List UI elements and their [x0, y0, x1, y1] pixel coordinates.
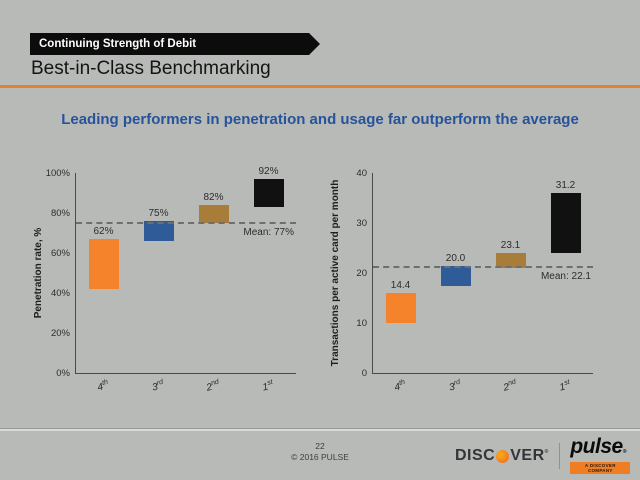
y-tick-label: 30: [356, 218, 367, 229]
bar-value-label: 14.4: [390, 280, 411, 291]
title-divider: [0, 85, 640, 88]
y-tick-label: 60%: [50, 248, 70, 259]
x-tick-label: 1st: [260, 378, 274, 394]
registered-mark: ®: [544, 449, 549, 455]
bar-value-label: 20.0: [445, 252, 466, 264]
x-tick-label: 2nd: [501, 378, 517, 394]
range-bar: [495, 253, 526, 268]
range-bar: [198, 205, 229, 223]
penetration-chart: Penetration rate, % 62% 75% 82% 92% Mean: 77…: [30, 158, 330, 408]
range-bar: [550, 193, 581, 253]
x-tick-label: 4th: [95, 378, 109, 394]
discover-logo-text-left: DISC: [455, 447, 496, 464]
copyright-notice: © 2016 PULSE: [291, 452, 349, 462]
y-tick-label: 100%: [45, 168, 70, 179]
registered-mark: ®: [622, 449, 627, 455]
key-message: Leading performers in penetration and us…: [61, 111, 579, 128]
pulse-logo-text: pulse®: [570, 435, 627, 461]
pulse-tagline: A DISCOVER COMPANY: [570, 462, 631, 474]
mean-label: Mean: 22.1: [540, 270, 591, 282]
x-tick-label: 4th: [392, 378, 406, 394]
brand-logos: DISC VER ® pulse® A DISCOVER COMPANY: [455, 435, 631, 474]
y-tick-label: 40: [356, 168, 367, 179]
y-tick-label: 80%: [50, 208, 70, 219]
pulse-logo: pulse® A DISCOVER COMPANY: [570, 435, 631, 474]
bar-value-label: 31.2: [555, 180, 576, 191]
bar-value-label: 23.1: [500, 240, 521, 251]
range-bar: [440, 265, 471, 286]
discover-logo-text-right: VER: [510, 447, 545, 464]
x-tick-label: 3rd: [447, 378, 461, 394]
bar-value-label: 92%: [258, 166, 279, 177]
plot-area: 14.4 20.0 23.1 31.2 Mean: 22.1: [372, 173, 593, 374]
discover-orange-circle-icon: [496, 449, 510, 463]
range-bar: [88, 239, 119, 289]
section-banner: Continuing Strength of Debit: [30, 33, 320, 55]
range-bar: [385, 293, 416, 323]
y-tick-label: 10: [356, 318, 367, 329]
page-number: 22: [315, 441, 325, 451]
bar-value-label: 82%: [203, 192, 224, 203]
section-banner-label: Continuing Strength of Debit: [39, 38, 197, 50]
page-title: Best-in-Class Benchmarking: [31, 58, 271, 79]
transactions-chart: Transactions per active card per month 1…: [327, 158, 627, 408]
range-bar: [253, 179, 284, 207]
pulse-wordmark: pulse: [570, 435, 623, 458]
y-tick-label: 20: [356, 268, 367, 279]
discover-logo: DISC VER ®: [455, 447, 549, 465]
y-tick-label: 0: [361, 368, 367, 379]
footer-divider: [0, 428, 640, 431]
mean-label: Mean: 77%: [243, 227, 294, 239]
y-tick-label: 20%: [50, 328, 70, 339]
range-bar: [143, 221, 174, 241]
y-tick-label: 0%: [56, 368, 70, 379]
plot-area: 62% 75% 82% 92% Mean: 77%: [75, 166, 296, 374]
bar-value-label: 62%: [93, 226, 114, 237]
x-tick-label: 2nd: [204, 378, 220, 394]
logo-divider: [558, 443, 561, 469]
bar-value-label: 75%: [148, 208, 169, 219]
x-tick-label: 3rd: [150, 378, 164, 394]
mean-dashed-line: [76, 222, 296, 225]
y-tick-label: 40%: [50, 288, 70, 299]
y-axis-label: Penetration rate, %: [33, 227, 44, 319]
mean-dashed-line: [373, 265, 593, 268]
x-tick-label: 1st: [557, 378, 571, 394]
